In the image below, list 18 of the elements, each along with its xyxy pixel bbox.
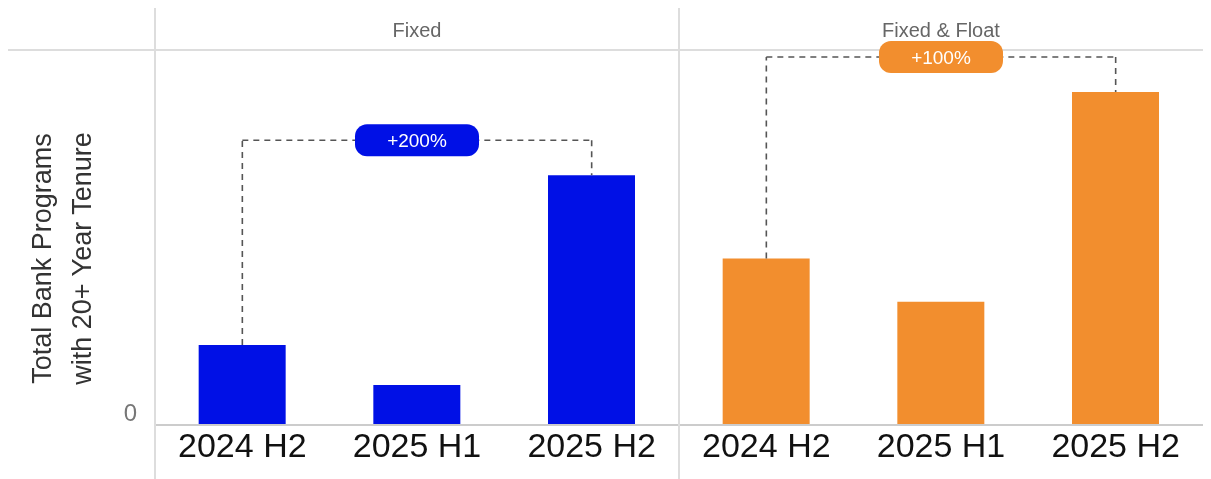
annotation: +200% — [387, 130, 447, 152]
x-tick-label: 2024 H2 — [702, 426, 831, 465]
bar — [373, 385, 461, 425]
bar — [722, 258, 810, 425]
text: +100% — [911, 47, 971, 68]
x-tick-label: 2025 H1 — [876, 426, 1006, 465]
x-tick-label: 2025 H2 — [1051, 426, 1180, 465]
x-tick-label: 2025 H1 — [352, 426, 482, 465]
x-tick-label: 2024 H2 — [178, 426, 307, 465]
bar — [897, 301, 985, 425]
bar — [1072, 92, 1159, 425]
text: Fixed & Float — [882, 19, 1001, 41]
bar — [198, 345, 286, 425]
bar — [548, 175, 635, 425]
y-axis-title: Total Bank Programs with 20+ Year Tenure — [27, 132, 97, 386]
text: Fixed — [392, 19, 442, 41]
text: 0 — [123, 399, 137, 426]
x-tick-label: 2025 H2 — [527, 426, 656, 465]
